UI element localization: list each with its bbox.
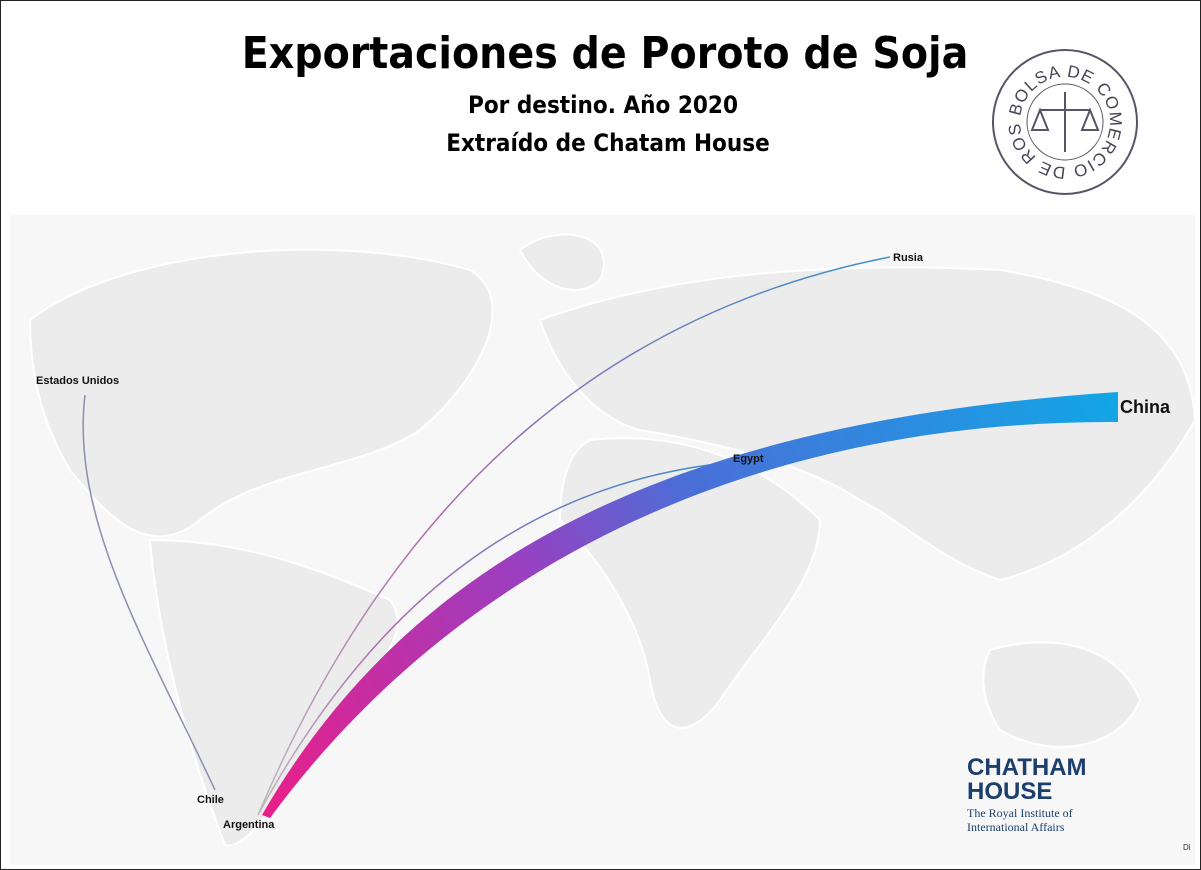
credit-line: The Royal Institute of bbox=[967, 806, 1073, 820]
credit-line: CHATHAM bbox=[967, 754, 1087, 781]
credit-line: HOUSE bbox=[967, 778, 1052, 805]
label-russia: Rusia bbox=[893, 252, 924, 264]
subtitle: Por destino. Año 2020 bbox=[468, 91, 738, 119]
place-labels: Argentina Chile Estados Unidos Rusia Egy… bbox=[36, 252, 1171, 831]
flows bbox=[82, 256, 1118, 818]
label-egypt: Egypt bbox=[733, 453, 764, 465]
flow-russia bbox=[257, 256, 891, 816]
flow-china bbox=[262, 392, 1118, 818]
credit-line: International Affairs bbox=[967, 820, 1065, 834]
title: Exportaciones de Poroto de Soja bbox=[242, 28, 969, 79]
flow-egypt bbox=[257, 461, 736, 816]
corner-text: Di bbox=[1183, 843, 1191, 852]
flow-usa bbox=[82, 394, 216, 791]
label-origin: Argentina bbox=[223, 819, 275, 831]
source: Extraído de Chatam House bbox=[446, 129, 770, 157]
credit: CHATHAM HOUSE The Royal Institute of Int… bbox=[967, 754, 1191, 852]
label-usa: Estados Unidos bbox=[36, 375, 119, 387]
label-chile: Chile bbox=[197, 794, 224, 806]
label-china: China bbox=[1120, 397, 1171, 417]
